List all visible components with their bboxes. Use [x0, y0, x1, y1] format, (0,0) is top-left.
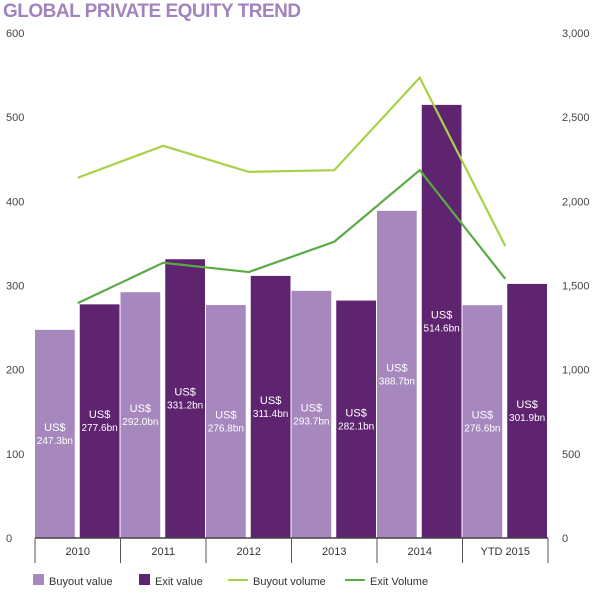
- bar-buyout-value: [35, 329, 75, 538]
- data-label: 301.9bn: [509, 413, 545, 424]
- data-label: US$: [301, 402, 322, 414]
- data-label: 514.6bn: [424, 323, 460, 334]
- legend-label: Exit Volume: [370, 576, 428, 588]
- line-buyout-volume: [77, 75, 507, 247]
- y-left-tick-label: 300: [6, 281, 24, 293]
- data-label: US$: [386, 362, 407, 374]
- y-left-tick-label: 0: [6, 533, 12, 545]
- y-right-tick-label: 2,000: [562, 196, 590, 208]
- bar-exit-value: [250, 275, 291, 538]
- x-tick-label: 2011: [151, 546, 175, 558]
- data-label: US$: [174, 387, 195, 399]
- y-left-tick-label: 400: [6, 196, 24, 208]
- y-left-tick-label: 500: [6, 112, 24, 124]
- y-right-tick-label: 3,000: [562, 28, 590, 40]
- x-tick-label: 2014: [408, 546, 432, 558]
- x-tick-label: 2013: [322, 546, 346, 558]
- legend-swatch: [33, 574, 44, 585]
- legend-label: Buyout value: [49, 576, 113, 588]
- data-label: US$: [431, 309, 452, 321]
- bar-exit-value: [507, 283, 547, 538]
- legend-swatch: [139, 574, 150, 585]
- x-tick-label: 2012: [237, 546, 261, 558]
- legend-label: Buyout volume: [253, 576, 326, 588]
- data-label: 388.7bn: [379, 376, 415, 387]
- chart-title: GLOBAL PRIVATE EQUITY TREND: [3, 1, 301, 22]
- bar-exit-value: [165, 259, 205, 538]
- data-label: US$: [345, 407, 366, 419]
- bar-buyout-value: [377, 210, 417, 538]
- data-label: US$: [215, 410, 236, 422]
- data-label: 292.0bn: [122, 417, 158, 428]
- data-label: 276.6bn: [464, 424, 500, 435]
- line-exit-volume: [77, 168, 507, 305]
- bar-exit-value: [79, 304, 120, 538]
- data-label: 276.8bn: [208, 424, 244, 435]
- data-label: 247.3bn: [37, 436, 73, 447]
- y-left-tick-label: 100: [6, 449, 24, 461]
- data-label: 331.2bn: [167, 401, 203, 412]
- x-tick-label: 2010: [66, 546, 90, 558]
- data-label: US$: [516, 399, 537, 411]
- data-label: US$: [44, 422, 65, 434]
- data-label: 277.6bn: [82, 423, 118, 434]
- y-right-tick-label: 0: [562, 533, 568, 545]
- y-left-tick-label: 200: [6, 365, 24, 377]
- y-left-tick-label: 600: [6, 28, 24, 40]
- legend-label: Exit value: [155, 576, 203, 588]
- y-right-tick-label: 1,000: [562, 365, 590, 377]
- y-right-tick-label: 1,500: [562, 281, 590, 293]
- x-tick-label: YTD 2015: [480, 546, 530, 558]
- bar-exit-value: [336, 300, 376, 538]
- bar-buyout-value: [206, 305, 246, 538]
- data-label: US$: [130, 403, 151, 415]
- bar-buyout-value: [291, 290, 332, 538]
- bar-buyout-value: [120, 292, 161, 538]
- bar-buyout-value: [462, 305, 503, 538]
- data-label: 293.7bn: [293, 416, 329, 427]
- data-label: US$: [89, 409, 110, 421]
- y-right-tick-label: 500: [562, 449, 580, 461]
- data-label: US$: [260, 395, 281, 407]
- bar-exit-value: [421, 104, 462, 539]
- data-label: US$: [472, 410, 493, 422]
- y-right-tick-label: 2,500: [562, 112, 590, 124]
- data-label: 311.4bn: [253, 409, 288, 420]
- data-label: 282.1bn: [338, 421, 374, 432]
